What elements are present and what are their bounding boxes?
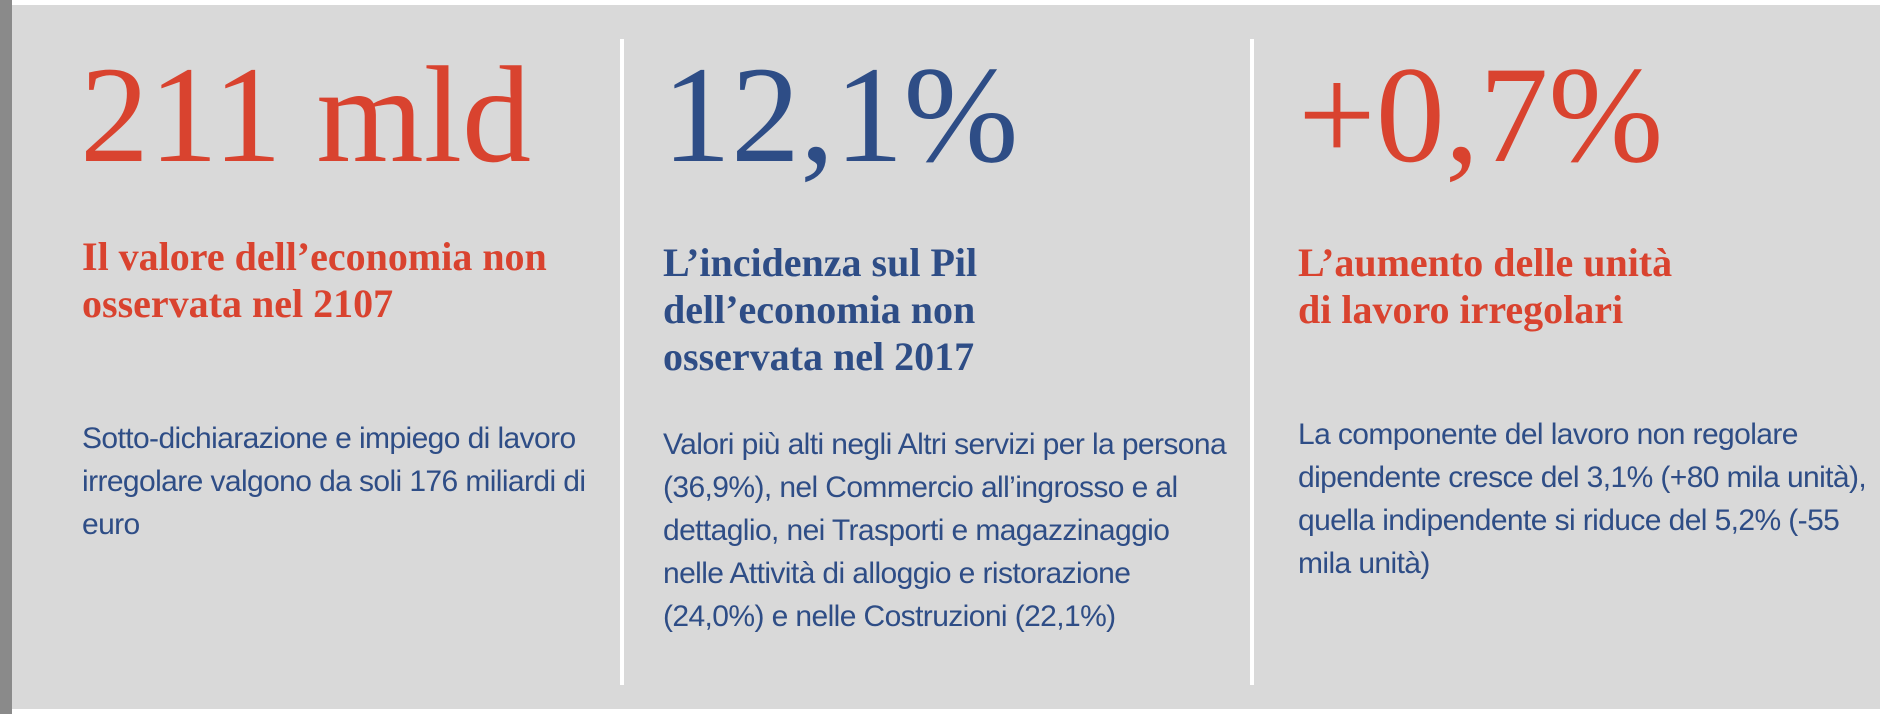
body-text: Sotto-dichiarazione e impiego di lavoro … — [82, 422, 586, 541]
heading: Il valore dell’economia non osservata ne… — [82, 234, 547, 326]
divider — [620, 39, 624, 685]
heading: L’incidenza sul Pil dell’economia non os… — [663, 240, 978, 379]
body-text: La componente del lavoro non regolare di… — [1298, 418, 1867, 580]
divider — [1250, 39, 1254, 685]
body-text: Valori più alti negli Altri servizi per … — [663, 428, 1227, 633]
big-figure: +0,7% — [1298, 38, 1664, 191]
big-figure: 12,1% — [662, 38, 1019, 191]
heading: L’aumento delle unità di lavoro irregola… — [1298, 240, 1673, 332]
panel: 211 mld Il valore dell’economia non osse… — [12, 5, 1880, 709]
big-figure: 211 mld — [80, 38, 532, 191]
left-edge — [0, 0, 12, 714]
